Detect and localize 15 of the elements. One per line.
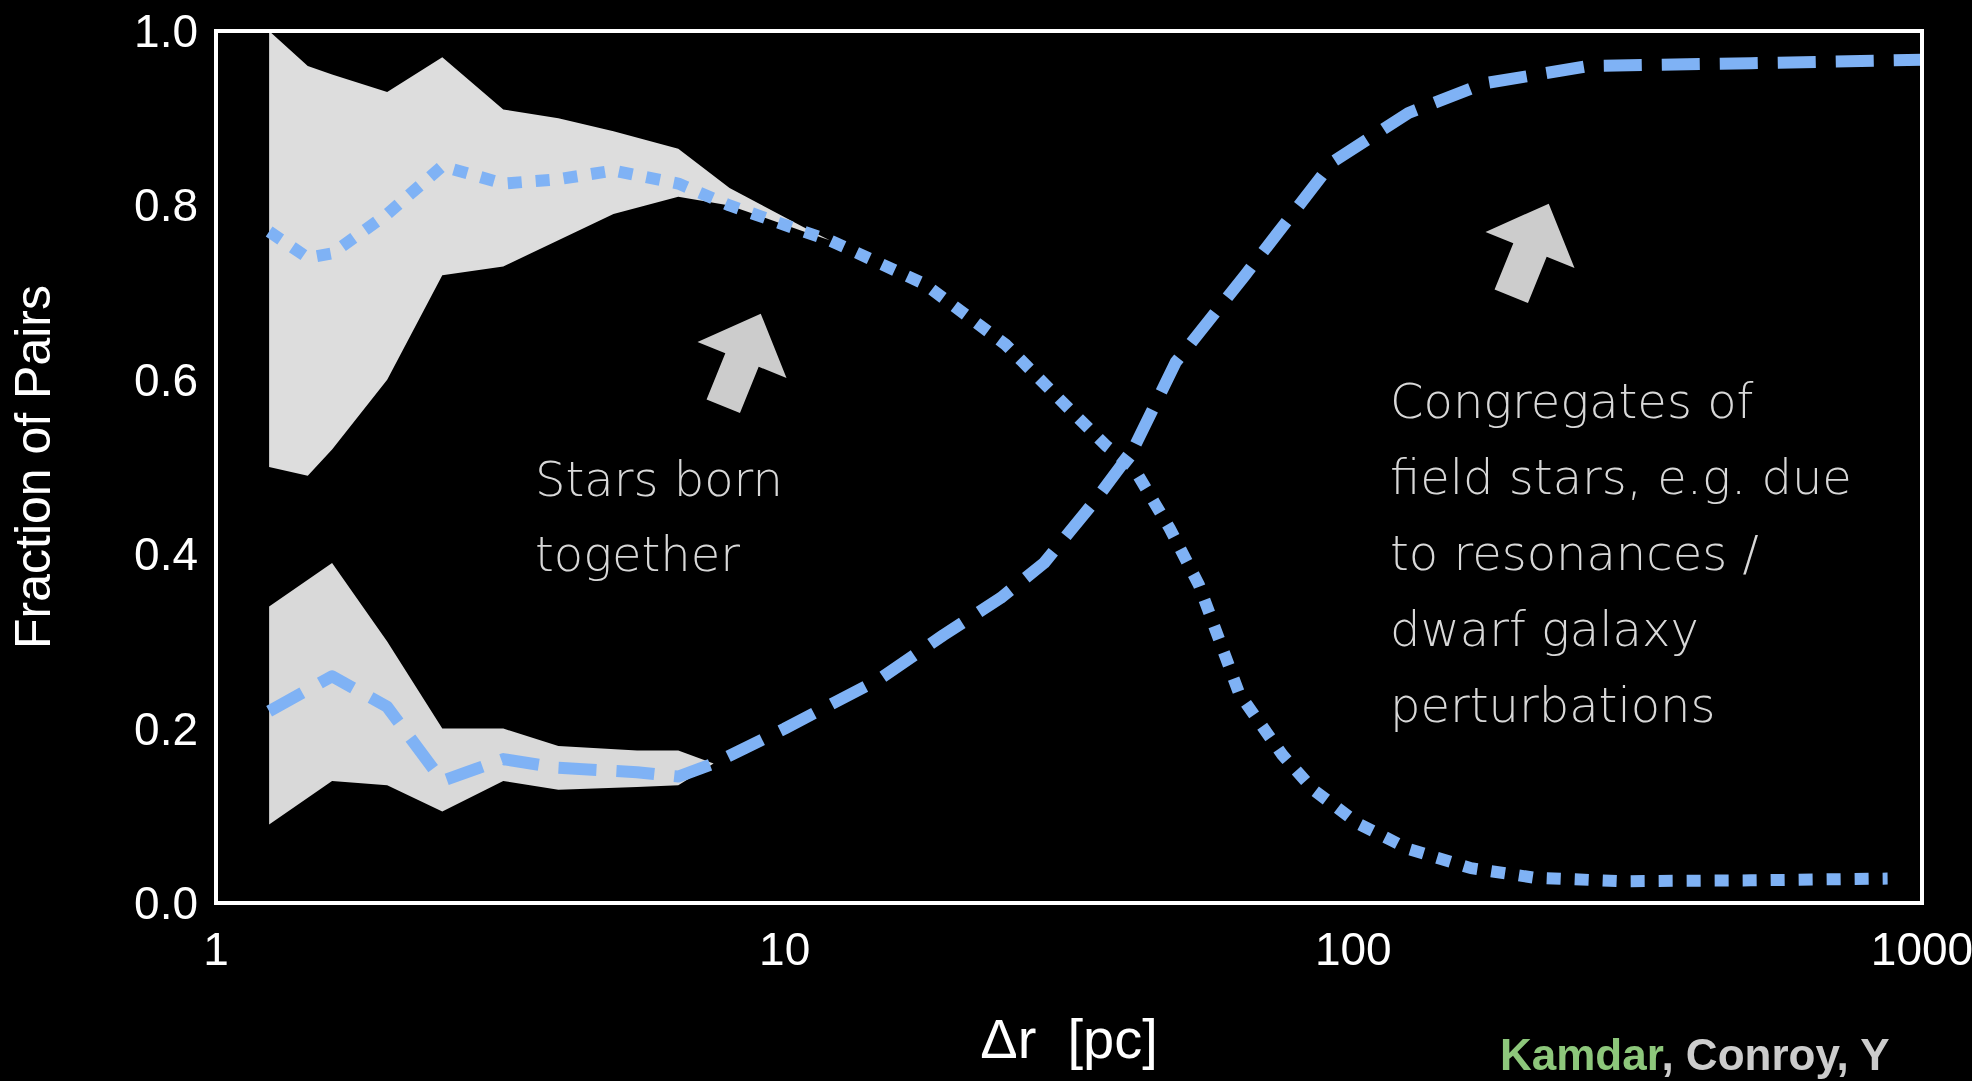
- y-axis-title: Fraction of Pairs: [5, 284, 61, 650]
- y-tick-label: 0.4: [134, 528, 198, 581]
- text: Kamdar, Conroy, Y: [1500, 1030, 1890, 1079]
- y-tick-label: 0.0: [134, 877, 198, 929]
- y-tick-label: 0.8: [134, 179, 198, 232]
- y-tick-label: 0.2: [134, 702, 198, 755]
- x-tick-label: 1: [203, 923, 229, 975]
- x-tick-label: 1000: [1870, 923, 1972, 975]
- annotation: Stars born together: [535, 451, 783, 582]
- x-axis-title: Δr [pc]: [980, 1007, 1158, 1070]
- annotation: Congregates of field stars, e.g. due to resonances / dwarf galaxy perturbations: [1390, 373, 1852, 733]
- y-tick-label: 0.6: [134, 353, 198, 406]
- y-tick-label: 1.0: [134, 5, 198, 57]
- x-tick-label: 100: [1314, 923, 1392, 975]
- x-tick-label: 10: [759, 923, 811, 975]
